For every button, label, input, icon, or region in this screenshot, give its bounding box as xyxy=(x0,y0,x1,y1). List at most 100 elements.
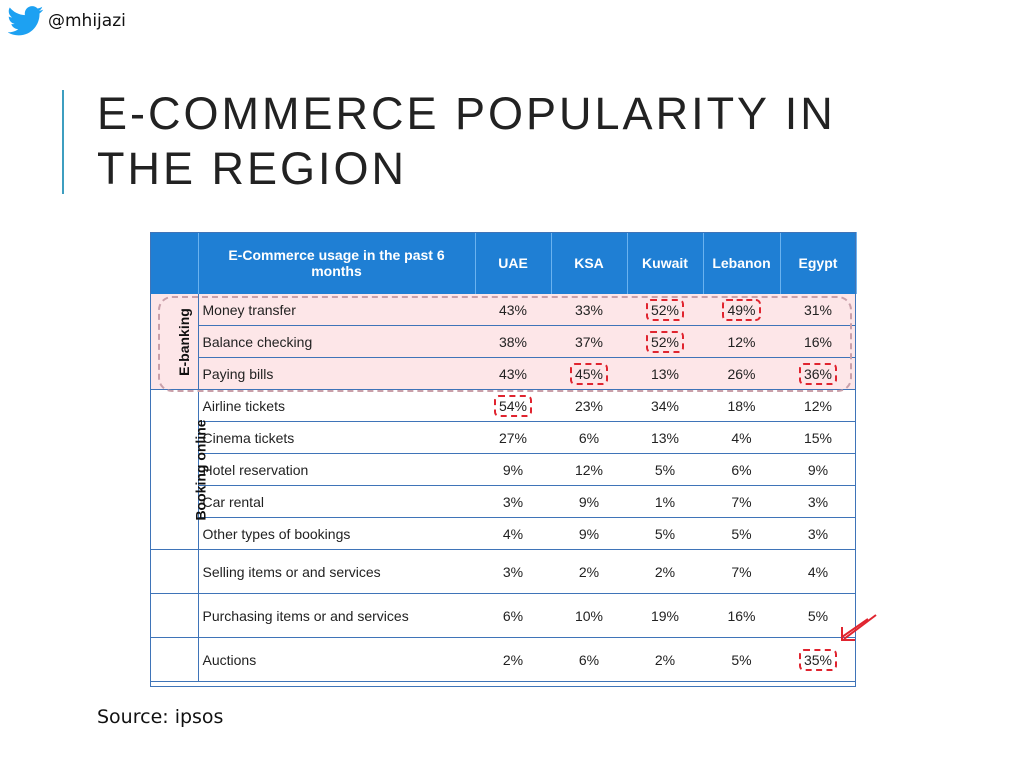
cell-value: 12% xyxy=(804,398,832,414)
value-cell: 16% xyxy=(703,594,780,638)
value-cell: 45% xyxy=(551,358,627,390)
value-cell: 6% xyxy=(551,422,627,454)
row-label: Airline tickets xyxy=(198,390,475,422)
value-cell: 37% xyxy=(551,326,627,358)
cell-value: 5% xyxy=(808,608,828,624)
value-cell: 52% xyxy=(627,294,703,326)
cell-value: 26% xyxy=(727,366,755,382)
value-cell: 36% xyxy=(780,358,856,390)
value-cell: 4% xyxy=(780,550,856,594)
table-row: Selling items or and services 3% 2% 2% 7% 4% xyxy=(150,550,856,594)
cell-value: 10% xyxy=(575,608,603,624)
row-label: Car rental xyxy=(198,486,475,518)
table-row: Balance checking 38% 37% 52% 12% 16% xyxy=(150,326,856,358)
cell-value: 5% xyxy=(731,652,751,668)
row-label: Balance checking xyxy=(198,326,475,358)
row-label: Hotel reservation xyxy=(198,454,475,486)
cell-value: 9% xyxy=(503,462,523,478)
value-cell: 6% xyxy=(703,454,780,486)
cell-value: 12% xyxy=(575,462,603,478)
cell-value: 13% xyxy=(651,366,679,382)
cell-value: 13% xyxy=(651,430,679,446)
cell-value: 18% xyxy=(727,398,755,414)
value-cell: 34% xyxy=(627,390,703,422)
cell-value: 23% xyxy=(575,398,603,414)
ecommerce-table-container: E-Commerce usage in the past 6 months UA… xyxy=(150,232,856,687)
cell-value: 43% xyxy=(499,366,527,382)
header-lebanon: Lebanon xyxy=(703,232,780,294)
cell-value: 16% xyxy=(804,334,832,350)
cell-value: 9% xyxy=(579,526,599,542)
value-cell: 31% xyxy=(780,294,856,326)
cell-value: 12% xyxy=(727,334,755,350)
cell-value: 6% xyxy=(579,430,599,446)
cell-value: 52% xyxy=(646,331,684,353)
empty-group-cell xyxy=(150,594,198,638)
cell-value: 4% xyxy=(808,564,828,580)
group-label-cell: E-banking xyxy=(150,294,198,390)
row-label: Purchasing items or and services xyxy=(198,594,475,638)
value-cell: 13% xyxy=(627,422,703,454)
cell-value: 37% xyxy=(575,334,603,350)
table-header-row: E-Commerce usage in the past 6 months UA… xyxy=(150,232,856,294)
value-cell: 7% xyxy=(703,550,780,594)
cell-value: 4% xyxy=(503,526,523,542)
table-body: E-banking Money transfer 43% 33% 52% 49% 31% Ba… xyxy=(150,294,856,682)
header-spacer xyxy=(150,232,198,294)
row-label: Paying bills xyxy=(198,358,475,390)
cell-value: 4% xyxy=(731,430,751,446)
value-cell: 19% xyxy=(627,594,703,638)
value-cell: 12% xyxy=(780,390,856,422)
row-label: Selling items or and services xyxy=(198,550,475,594)
value-cell: 4% xyxy=(703,422,780,454)
value-cell: 12% xyxy=(551,454,627,486)
cell-value: 15% xyxy=(804,430,832,446)
twitter-bird-icon xyxy=(8,6,44,36)
cell-value: 31% xyxy=(804,302,832,318)
twitter-handle: @mhijazi xyxy=(8,6,126,36)
empty-group-cell xyxy=(150,638,198,682)
value-cell: 43% xyxy=(475,358,551,390)
cell-value: 5% xyxy=(655,462,675,478)
cell-value: 3% xyxy=(503,494,523,510)
cell-value: 34% xyxy=(651,398,679,414)
value-cell: 5% xyxy=(703,518,780,550)
cell-value: 36% xyxy=(799,363,837,385)
cell-value: 3% xyxy=(503,564,523,580)
value-cell: 52% xyxy=(627,326,703,358)
value-cell: 6% xyxy=(475,594,551,638)
cell-value: 5% xyxy=(731,526,751,542)
cell-value: 6% xyxy=(503,608,523,624)
value-cell: 13% xyxy=(627,358,703,390)
value-cell: 26% xyxy=(703,358,780,390)
cell-value: 5% xyxy=(655,526,675,542)
cell-value: 43% xyxy=(499,302,527,318)
empty-group-cell xyxy=(150,550,198,594)
value-cell: 2% xyxy=(551,550,627,594)
value-cell: 5% xyxy=(627,518,703,550)
header-uae: UAE xyxy=(475,232,551,294)
value-cell: 6% xyxy=(551,638,627,682)
row-label: Money transfer xyxy=(198,294,475,326)
value-cell: 1% xyxy=(627,486,703,518)
table-row: Paying bills 43% 45% 13% 26% 36% xyxy=(150,358,856,390)
table-row: E-banking Money transfer 43% 33% 52% 49% 31% xyxy=(150,294,856,326)
value-cell: 2% xyxy=(475,638,551,682)
slide-title: E-COMMERCE POPULARITY IN THE REGION xyxy=(97,86,877,196)
table-row: Purchasing items or and services 6% 10% 19%… xyxy=(150,594,856,638)
header-egypt: Egypt xyxy=(780,232,856,294)
handle-text[interactable]: @mhijazi xyxy=(48,11,126,31)
value-cell: 33% xyxy=(551,294,627,326)
header-ksa: KSA xyxy=(551,232,627,294)
value-cell: 7% xyxy=(703,486,780,518)
cell-value: 2% xyxy=(579,564,599,580)
table-row: Booking online Airline tickets 54% 23% 34% 18… xyxy=(150,390,856,422)
group-label: E-banking xyxy=(176,308,192,376)
cell-value: 2% xyxy=(655,564,675,580)
row-label: Auctions xyxy=(198,638,475,682)
cell-value: 2% xyxy=(503,652,523,668)
value-cell: 3% xyxy=(780,518,856,550)
value-cell: 49% xyxy=(703,294,780,326)
value-cell: 18% xyxy=(703,390,780,422)
value-cell: 9% xyxy=(551,486,627,518)
